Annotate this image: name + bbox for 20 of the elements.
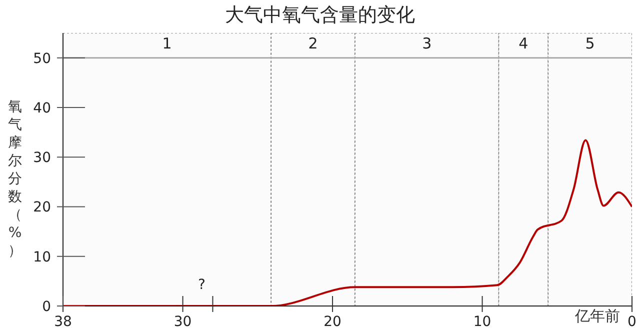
text: 氧气摩尔分数（%） [8,99,22,259]
y-tick-label: 30 [33,150,51,166]
annotation: ? [198,277,206,293]
band-label: 5 [585,34,595,53]
chart-title: 大气中氧气含量的变化 [224,3,416,28]
band-label: 3 [422,34,432,53]
y-tick-label: 0 [42,299,51,315]
x-tick-label: 10 [473,314,492,329]
y-tick-label: 40 [33,100,51,116]
x-tick-label: 0 [628,314,636,329]
band-label: 1 [162,34,172,53]
x-tick-label: 38 [54,314,72,329]
y-tick-label: 10 [33,249,51,266]
x-axis-title: 亿年前 [575,307,620,326]
x-tick-label: 20 [324,314,342,329]
band-label: 2 [308,34,318,53]
y-tick-label: 50 [33,50,51,67]
x-tick-label: 30 [174,314,192,329]
band-label: 4 [518,34,528,53]
y-tick-label: 20 [33,200,51,216]
